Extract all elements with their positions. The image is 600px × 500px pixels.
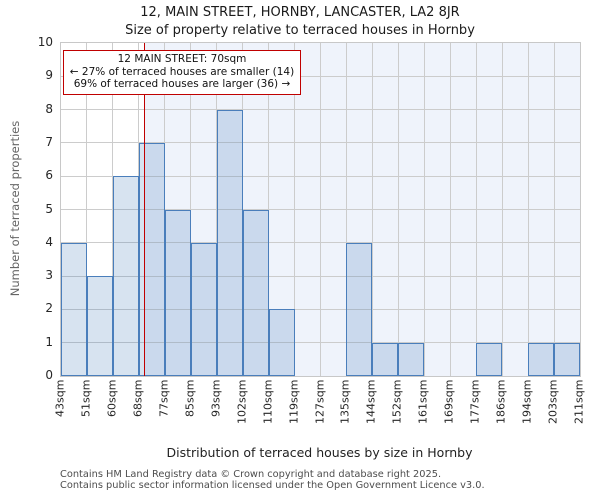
property-size-marker-line bbox=[143, 43, 146, 376]
histogram-bar bbox=[61, 242, 87, 376]
histogram-bar bbox=[112, 176, 139, 376]
y-tick-label: 4 bbox=[45, 234, 53, 249]
gridline-vertical bbox=[397, 43, 399, 376]
gridline-vertical bbox=[449, 43, 451, 376]
histogram-bar bbox=[554, 342, 580, 376]
plot-area: 12 MAIN STREET: 70sqm ← 27% of terraced … bbox=[60, 42, 581, 377]
gridline-vertical bbox=[501, 43, 503, 376]
x-tick-label: 127sqm bbox=[313, 379, 326, 424]
x-tick-label: 144sqm bbox=[364, 379, 378, 424]
x-tick-label: 119sqm bbox=[287, 379, 301, 424]
y-tick-label: 0 bbox=[45, 368, 53, 382]
gridline-vertical bbox=[423, 43, 425, 376]
histogram-bar bbox=[138, 142, 165, 376]
y-tick-label: 6 bbox=[45, 168, 53, 183]
x-tick-label: 43sqm bbox=[53, 379, 67, 417]
x-axis-title: Distribution of terraced houses by size … bbox=[166, 445, 473, 460]
x-tick-label: 169sqm bbox=[442, 379, 456, 424]
x-tick-label: 85sqm bbox=[183, 379, 197, 417]
gridline-vertical bbox=[475, 43, 477, 376]
x-tick-label: 203sqm bbox=[546, 379, 560, 424]
y-tick-label: 1 bbox=[45, 334, 53, 349]
annotation-box: 12 MAIN STREET: 70sqm ← 27% of terraced … bbox=[63, 50, 301, 95]
gridline-vertical bbox=[371, 43, 373, 376]
y-tick-label: 7 bbox=[45, 134, 53, 149]
x-tick-label: 93sqm bbox=[209, 379, 223, 417]
chart-subtitle: Size of property relative to terraced ho… bbox=[125, 23, 475, 38]
footer-line-2: Contains public sector information licen… bbox=[60, 480, 485, 492]
annotation-smaller-text: ← 27% of terraced houses are smaller (14… bbox=[69, 65, 295, 78]
histogram-bar bbox=[268, 309, 295, 376]
histogram-bar bbox=[164, 209, 191, 376]
y-tick-label: 10 bbox=[37, 35, 53, 49]
x-tick-label: 161sqm bbox=[416, 379, 430, 424]
gridline-vertical bbox=[345, 43, 347, 376]
gridline-vertical bbox=[294, 43, 296, 376]
x-tick-label: 152sqm bbox=[390, 379, 404, 424]
histogram-bar bbox=[242, 209, 269, 376]
histogram-bar bbox=[86, 276, 113, 376]
histogram-bar bbox=[190, 242, 217, 376]
gridline-vertical bbox=[553, 43, 555, 376]
x-tick-label: 135sqm bbox=[338, 379, 352, 424]
x-tick-label: 102sqm bbox=[235, 379, 249, 424]
histogram-bar bbox=[216, 109, 243, 376]
histogram-bar bbox=[476, 342, 503, 376]
x-tick-label: 194sqm bbox=[520, 379, 534, 424]
x-tick-label: 77sqm bbox=[157, 379, 171, 417]
x-tick-label: 51sqm bbox=[79, 379, 93, 417]
x-tick-label: 110sqm bbox=[261, 379, 275, 424]
histogram-bar bbox=[528, 342, 555, 376]
chart-title: 12, MAIN STREET, HORNBY, LANCASTER, LA2 … bbox=[140, 5, 460, 20]
y-tick-label: 8 bbox=[45, 101, 53, 116]
footer: Contains HM Land Registry data © Crown c… bbox=[60, 469, 600, 491]
gridline-vertical bbox=[86, 43, 88, 376]
gridline-vertical bbox=[268, 43, 270, 376]
x-tick-label: 60sqm bbox=[105, 379, 119, 417]
annotation-larger-text: 69% of terraced houses are larger (36) → bbox=[73, 78, 291, 91]
y-tick-label: 5 bbox=[45, 201, 53, 216]
histogram-bar bbox=[372, 342, 399, 376]
x-tick-label: 186sqm bbox=[494, 379, 508, 424]
histogram-bar bbox=[398, 342, 425, 376]
histogram-bar bbox=[346, 242, 373, 376]
x-tick-label: 68sqm bbox=[131, 379, 145, 417]
gridline-vertical bbox=[527, 43, 529, 376]
x-tick-label: 177sqm bbox=[468, 379, 482, 424]
gridline-vertical bbox=[320, 43, 321, 376]
gridline-vertical bbox=[190, 43, 192, 376]
y-tick-label: 2 bbox=[45, 301, 53, 316]
y-tick-label: 3 bbox=[45, 268, 53, 283]
annotation-property-label: 12 MAIN STREET: 70sqm bbox=[117, 53, 247, 65]
footer-line-1: Contains HM Land Registry data © Crown c… bbox=[60, 469, 442, 480]
x-tick-label: 211sqm bbox=[572, 379, 586, 424]
y-tick-label: 9 bbox=[45, 68, 53, 83]
